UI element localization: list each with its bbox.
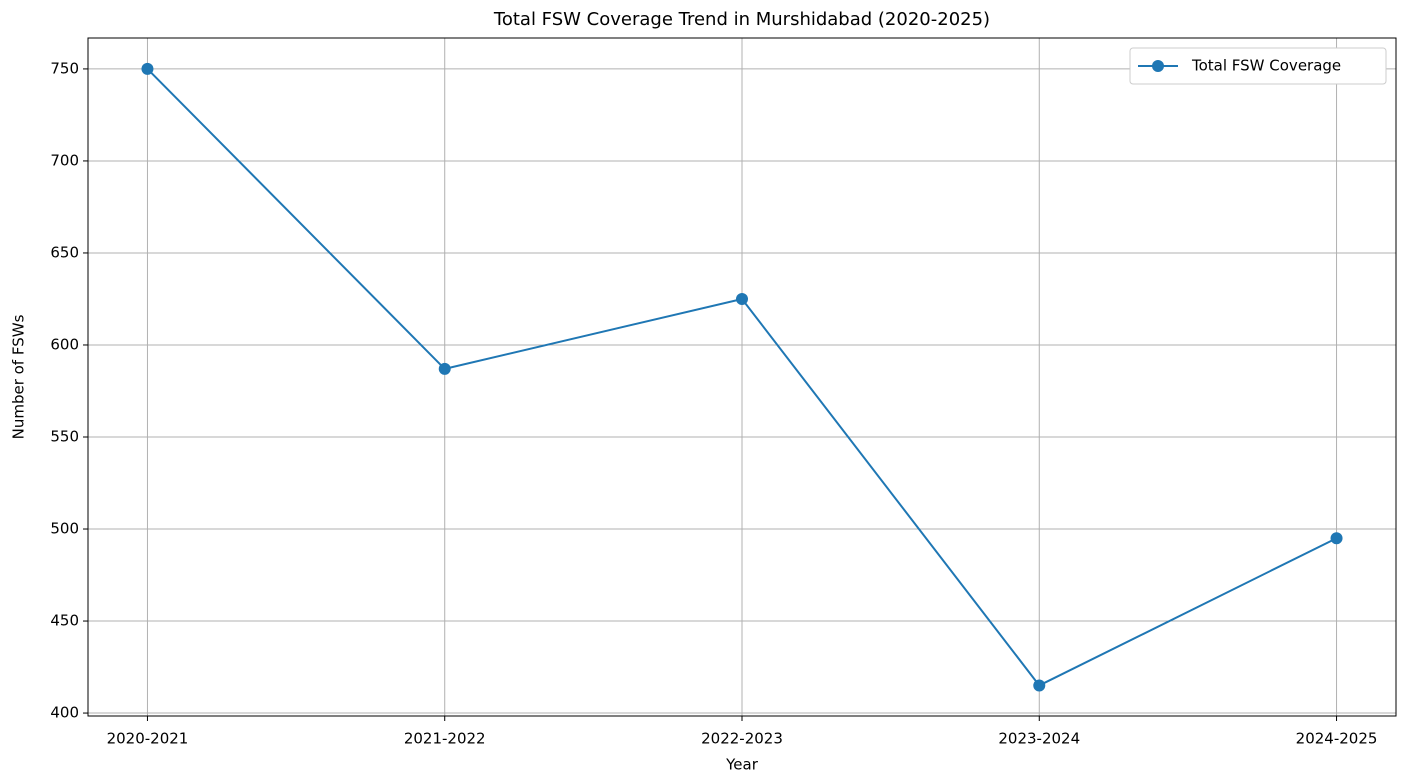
legend-marker [1152,60,1164,72]
y-tick-label: 450 [50,612,79,630]
y-tick-label: 700 [50,151,79,169]
legend-box [1129,47,1387,85]
y-tick-label: 500 [50,520,79,538]
plot-frame [87,37,1397,717]
x-tick-label: 2021-2022 [404,730,486,748]
chart-title: Total FSW Coverage Trend in Murshidabad … [493,9,990,30]
x-axis-label: Year [725,756,759,774]
x-tick-label: 2022-2023 [701,730,783,748]
x-tick-label: 2020-2021 [107,730,189,748]
data-point [1033,679,1046,692]
data-point [736,292,748,305]
y-tick-label: 750 [50,59,79,77]
y-tick-label: 600 [50,335,79,353]
data-point [141,62,154,75]
x-tick-label: 2024-2025 [1296,730,1378,748]
data-point [438,362,451,375]
y-tick-label: 400 [50,704,79,722]
data-point [1330,532,1343,545]
y-tick-label: 550 [50,427,79,445]
legend-label: Total FSW Coverage [1191,57,1341,75]
y-tick-label: 650 [50,243,79,261]
y-axis-label: Number of FSWs [10,314,28,439]
x-tick-label: 2023-2024 [998,730,1080,748]
